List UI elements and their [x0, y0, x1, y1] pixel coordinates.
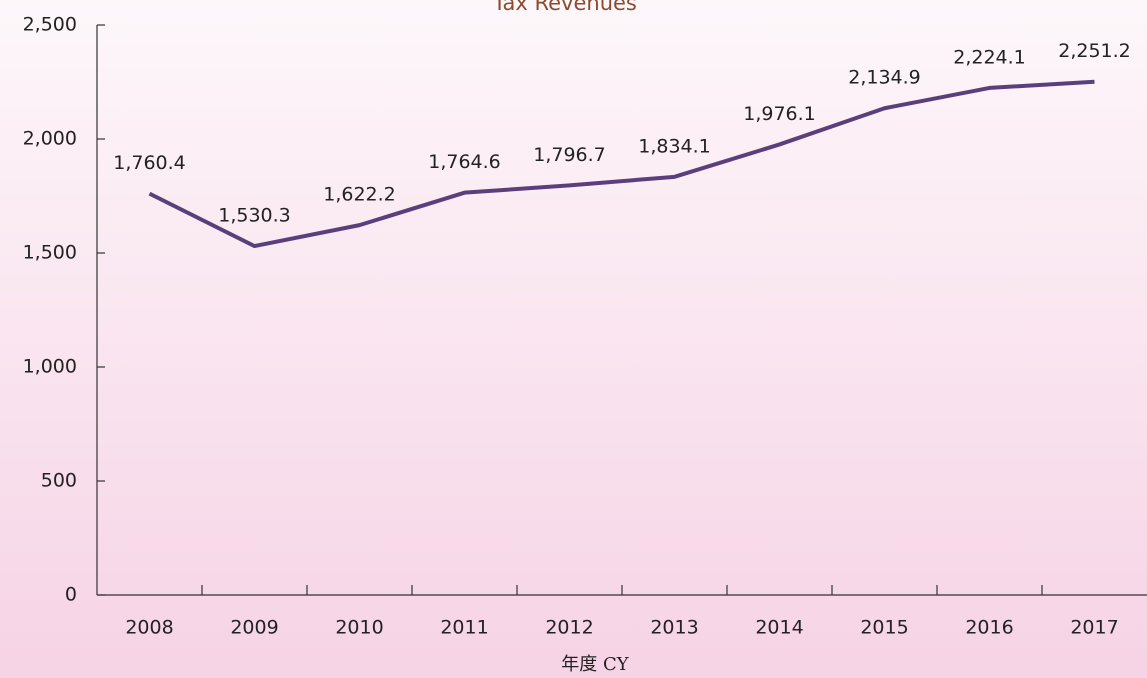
data-label: 1,976.1 [743, 103, 816, 125]
data-label: 1,530.3 [218, 205, 291, 227]
data-label: 2,251.2 [1058, 40, 1131, 62]
y-tick-label: 1,500 [23, 242, 77, 264]
data-label: 1,796.7 [533, 144, 606, 166]
x-tick-label: 2016 [965, 617, 1013, 639]
y-tick-label: 500 [41, 470, 77, 492]
y-tick-label: 2,000 [23, 128, 77, 150]
data-label: 2,224.1 [953, 46, 1026, 68]
line [148, 79, 1095, 249]
x-tick-label: 2010 [335, 617, 383, 639]
data-label: 1,622.2 [323, 184, 396, 206]
data-label: 1,760.4 [113, 152, 186, 174]
x-tick-label: 2012 [545, 617, 593, 639]
y-tick-label: 2,500 [23, 14, 77, 36]
data-label: 1,764.6 [428, 151, 501, 173]
y-tick-label: 1,000 [23, 356, 77, 378]
x-axis-label: 年度 CY [561, 654, 629, 675]
data-label: 1,834.1 [638, 135, 711, 157]
y-tick-label: 0 [65, 584, 77, 606]
x-tick-label: 2009 [230, 617, 278, 639]
x-tick-label: 2011 [440, 617, 488, 639]
x-tick-label: 2013 [650, 617, 698, 639]
x-tick-label: 2014 [755, 617, 803, 639]
x-tick-label: 2015 [860, 617, 908, 639]
x-tick-label: 2017 [1070, 617, 1118, 639]
chart-title: Tax Revenues [492, 0, 637, 15]
x-tick-label: 2008 [125, 617, 173, 639]
data-label: 2,134.9 [848, 67, 921, 89]
